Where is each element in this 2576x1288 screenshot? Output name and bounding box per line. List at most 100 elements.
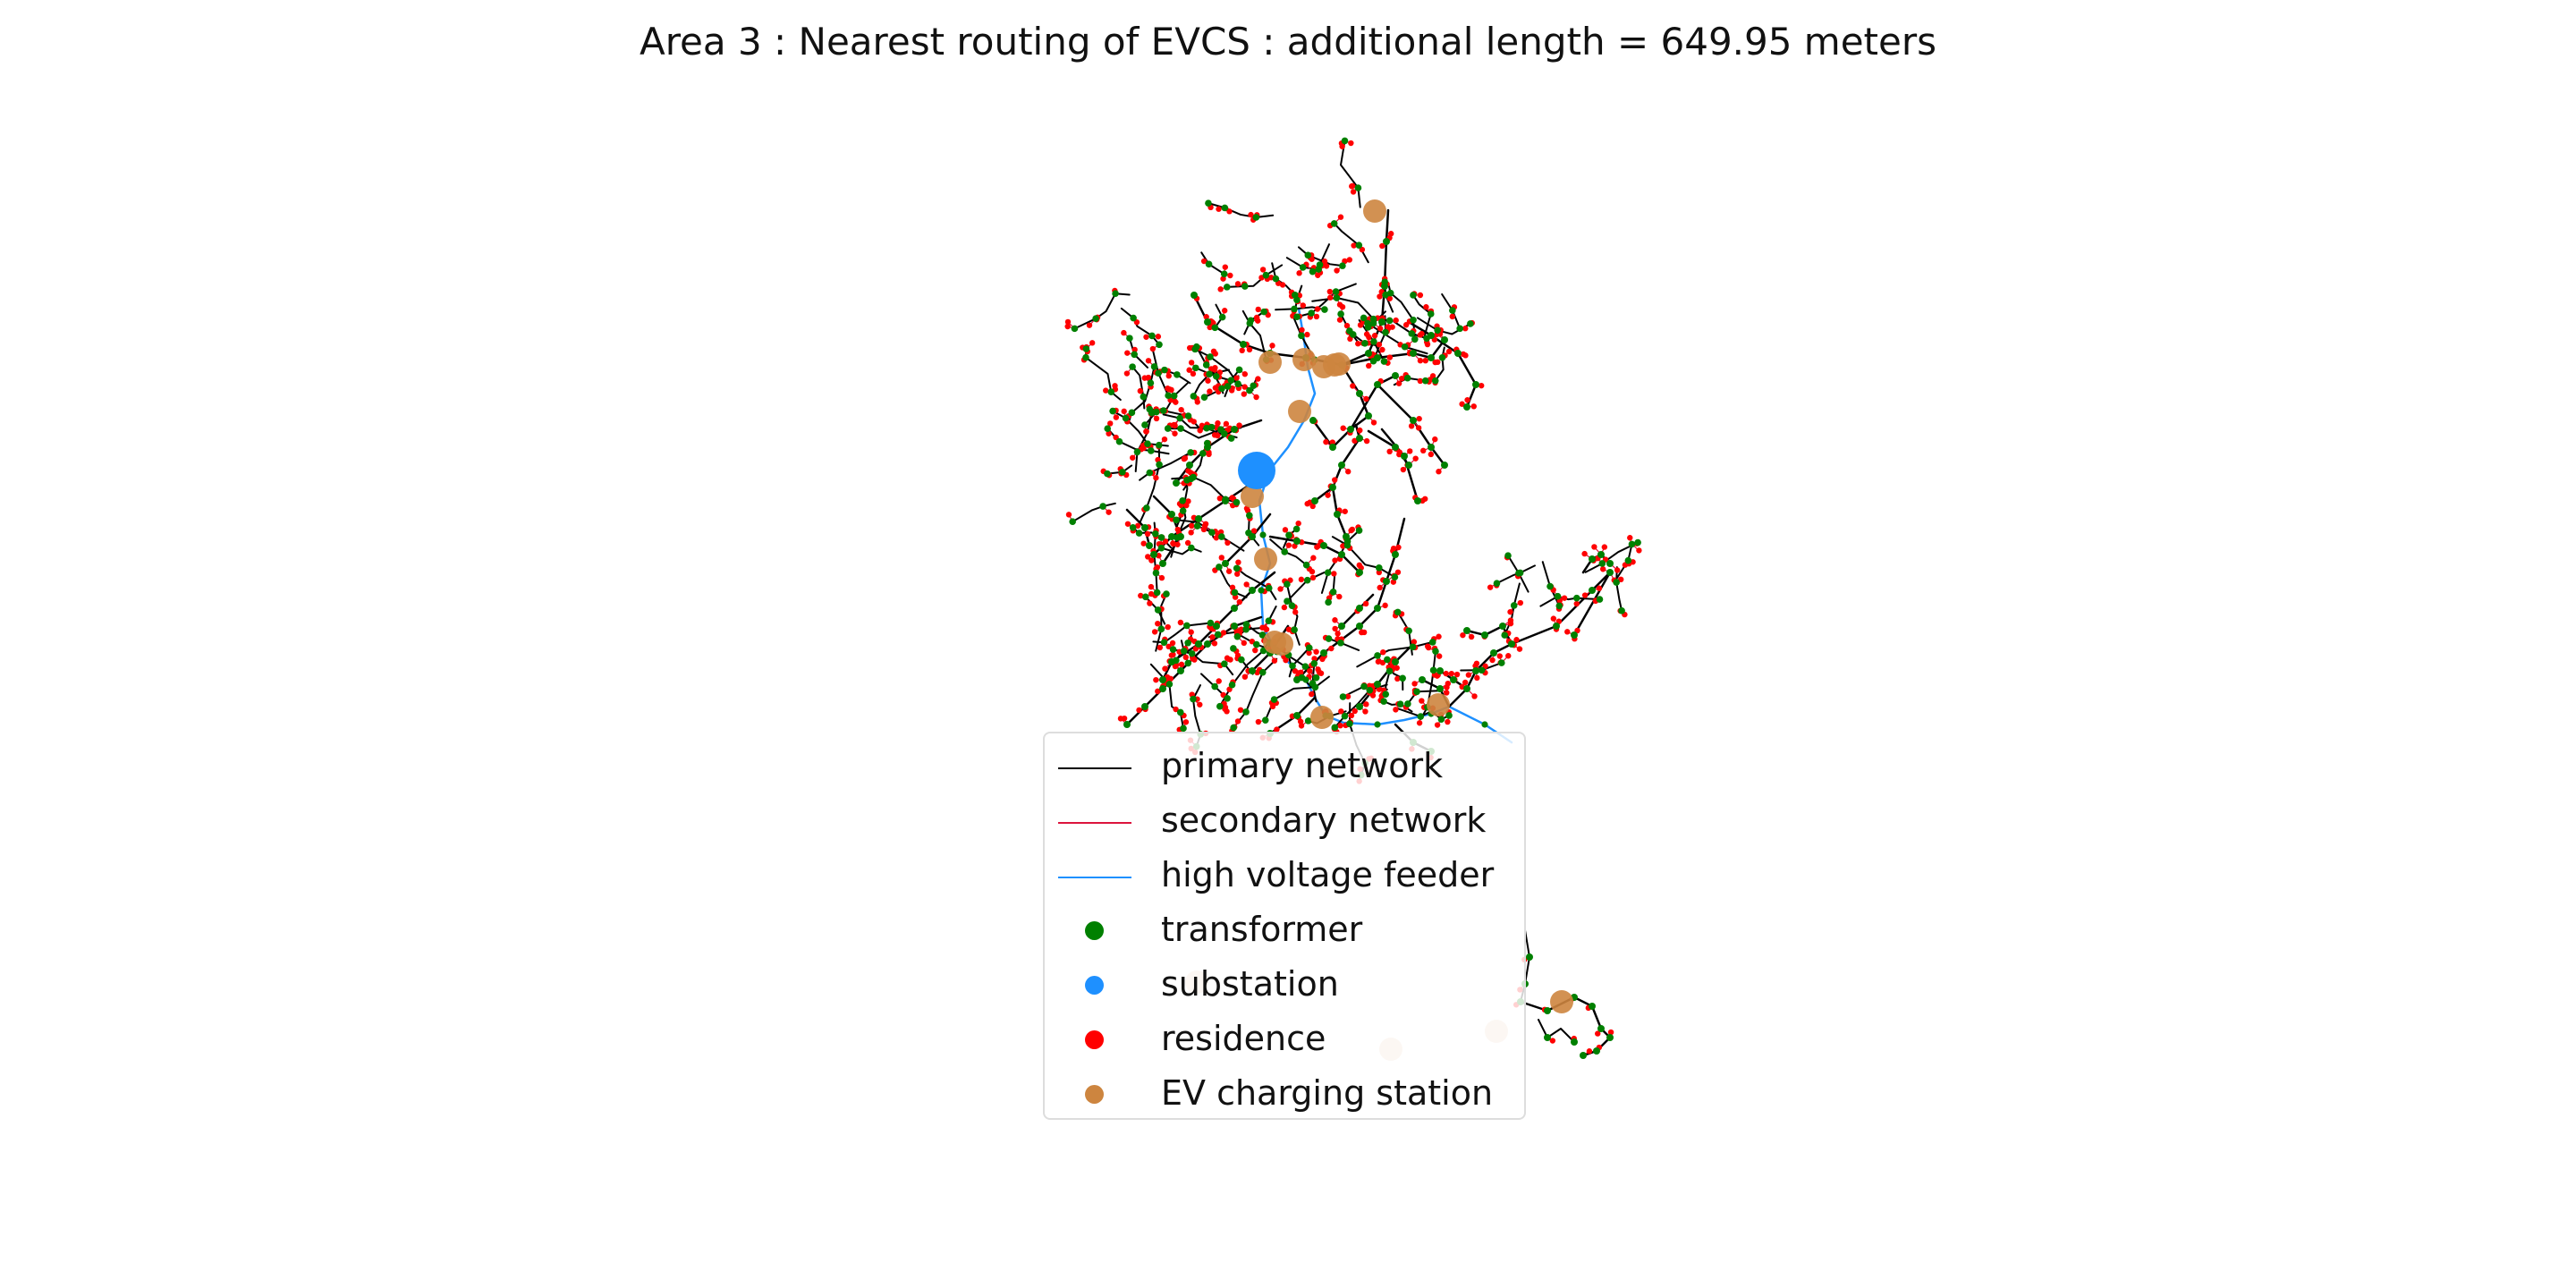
transformer-node xyxy=(1123,721,1131,728)
legend-label: EV charging station xyxy=(1161,1073,1494,1113)
transformer-node xyxy=(1155,441,1163,449)
primary-line xyxy=(1073,292,1131,330)
legend-label: primary network xyxy=(1161,746,1444,785)
residence-node xyxy=(1346,257,1353,263)
transformer-node xyxy=(1291,305,1298,313)
residence-node xyxy=(1314,544,1320,550)
transformer-node xyxy=(1305,644,1313,652)
residence-node xyxy=(1254,669,1260,676)
transformer-node xyxy=(1356,390,1363,397)
transformer-node xyxy=(1148,332,1156,340)
residence-node xyxy=(1382,602,1388,609)
residence-node xyxy=(1387,231,1394,237)
transformer-node xyxy=(1382,691,1390,698)
residence-node xyxy=(1360,629,1368,636)
residence-node xyxy=(1212,364,1218,371)
transformer-node xyxy=(1302,676,1309,683)
residence-node xyxy=(1334,267,1340,274)
residence-node xyxy=(1304,331,1310,338)
residence-node xyxy=(1395,544,1402,551)
transformer-node xyxy=(1112,290,1119,297)
transformer-node xyxy=(1099,503,1106,510)
residence-node xyxy=(1328,645,1335,652)
transformer-node xyxy=(1152,569,1160,577)
transformer-node xyxy=(1202,361,1210,369)
transformer-node xyxy=(1180,724,1187,733)
transformer-node xyxy=(1285,531,1292,539)
transformer-node xyxy=(1164,425,1172,432)
transformer-node xyxy=(1233,632,1241,640)
residence-node xyxy=(1158,574,1165,581)
legend-label: residence xyxy=(1161,1019,1326,1058)
residence-node xyxy=(1357,322,1364,328)
residence-node xyxy=(1246,346,1253,353)
transformer-node xyxy=(1240,341,1247,348)
residence-node xyxy=(1370,419,1377,426)
transformer-node xyxy=(1360,314,1368,322)
transformer-node xyxy=(1122,414,1130,422)
residence-node xyxy=(1362,708,1368,715)
residence-node xyxy=(1113,414,1120,420)
residence-node xyxy=(1425,644,1432,651)
transformer-node xyxy=(1231,623,1238,630)
residence-node xyxy=(1134,522,1141,530)
legend-item-transformer: transformer xyxy=(1045,902,1524,957)
residence-node xyxy=(1366,334,1372,341)
transformer-node xyxy=(1173,516,1180,524)
residence-node xyxy=(1241,371,1249,377)
residence-node xyxy=(1234,281,1241,287)
transformer-node xyxy=(1434,326,1441,335)
transformer-node xyxy=(1180,647,1188,655)
residence-node xyxy=(1154,564,1161,571)
transformer-node xyxy=(1515,570,1522,577)
residence-node xyxy=(1342,508,1348,514)
primary-line xyxy=(1539,595,1601,607)
transformer-node xyxy=(1207,353,1214,360)
transformer-node xyxy=(1329,444,1336,451)
residence-node xyxy=(1124,350,1131,356)
residence-node xyxy=(1200,526,1208,533)
legend-label: transformer xyxy=(1161,910,1363,949)
residence-node xyxy=(1336,317,1343,323)
transformer-node xyxy=(1320,542,1327,549)
residence-node xyxy=(1197,428,1203,434)
residence-node xyxy=(1377,584,1383,591)
transformer-node xyxy=(1207,619,1215,627)
transformer-node xyxy=(1157,625,1165,633)
transformer-node xyxy=(1234,380,1241,387)
transformer-node xyxy=(1347,426,1354,433)
transformer-node xyxy=(1450,676,1457,683)
residence-node xyxy=(1184,539,1191,547)
residence-node xyxy=(1155,334,1162,340)
transformer-node xyxy=(1337,310,1344,318)
transformer-node xyxy=(1082,353,1089,361)
transformer-node xyxy=(1309,680,1317,687)
transformer-node xyxy=(1195,515,1202,522)
transformer-node xyxy=(1429,666,1437,674)
residence-node xyxy=(1133,319,1140,326)
transformer-node xyxy=(1449,307,1456,314)
ev-charging-station-node xyxy=(1427,693,1450,716)
residence-node xyxy=(1332,557,1338,564)
residence-node xyxy=(1086,322,1093,328)
residence-node xyxy=(1300,302,1306,309)
transformer-node xyxy=(1218,313,1226,321)
residence-node xyxy=(1599,566,1606,572)
residence-node xyxy=(1462,679,1469,686)
residence-node xyxy=(1103,387,1109,394)
residence-node xyxy=(1379,659,1386,666)
transformer-node xyxy=(1168,533,1175,540)
residence-node xyxy=(1363,395,1369,402)
residence-node xyxy=(1331,571,1337,577)
transformer-node xyxy=(1157,544,1165,552)
primary-line xyxy=(1297,246,1343,267)
residence-node xyxy=(1496,653,1503,659)
transformer-node xyxy=(1355,527,1363,534)
transformer-node xyxy=(1148,447,1155,454)
transformer-node xyxy=(1252,640,1260,648)
residence-node xyxy=(1189,522,1195,530)
residence-node xyxy=(1311,656,1318,662)
residence-node xyxy=(1153,475,1159,481)
residence-node xyxy=(1423,304,1429,310)
residence-node xyxy=(1106,509,1112,515)
